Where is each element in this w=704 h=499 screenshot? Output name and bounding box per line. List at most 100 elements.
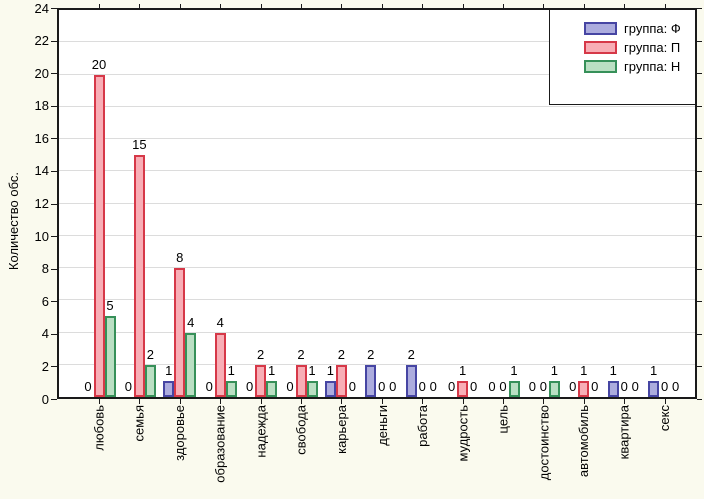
bar[interactable] bbox=[163, 380, 175, 397]
x-tick-label-text: квартира bbox=[616, 405, 632, 460]
y-tick-mark bbox=[697, 170, 702, 172]
x-tick-mark bbox=[664, 399, 666, 404]
legend-item[interactable]: группа: Н bbox=[584, 57, 695, 76]
legend-item[interactable]: группа: П bbox=[584, 38, 695, 57]
bar-value-label: 1 bbox=[267, 362, 276, 378]
bar-value-label: 1 bbox=[165, 362, 173, 378]
bar[interactable] bbox=[306, 380, 318, 397]
x-tick-mark bbox=[422, 4, 424, 8]
bar[interactable] bbox=[104, 316, 116, 397]
bar[interactable] bbox=[133, 155, 145, 397]
bar[interactable] bbox=[335, 364, 347, 397]
bar[interactable] bbox=[457, 380, 469, 397]
bar[interactable] bbox=[255, 364, 267, 397]
bar-value-label: 0 bbox=[499, 379, 507, 394]
bar[interactable] bbox=[607, 380, 619, 397]
bar[interactable] bbox=[93, 74, 105, 397]
y-tick-label: 18 bbox=[34, 98, 49, 114]
x-tick-label-text: образование bbox=[212, 405, 228, 483]
bar-value-label: 0 bbox=[528, 379, 536, 394]
y-tick-mark bbox=[697, 301, 702, 303]
bar-value-label: 15 bbox=[132, 137, 147, 153]
y-axis-title-text: Количество обс. bbox=[6, 172, 21, 271]
bar-value-label: 1 bbox=[227, 362, 235, 378]
x-tick-mark bbox=[139, 399, 141, 404]
bar-value-label: 0 bbox=[539, 379, 547, 394]
bar-value-label: 8 bbox=[176, 250, 184, 265]
gridline bbox=[59, 105, 695, 107]
bar[interactable] bbox=[365, 364, 377, 397]
bar-value-label: 5 bbox=[106, 298, 114, 314]
y-tick-label: 14 bbox=[34, 163, 49, 179]
bar-value-label: 0 bbox=[671, 379, 680, 394]
x-tick-mark bbox=[503, 399, 504, 404]
bar-value-label: 0 bbox=[124, 379, 132, 394]
bar[interactable] bbox=[144, 364, 156, 397]
bar-value-label: 0 bbox=[418, 379, 426, 394]
x-tick-mark bbox=[503, 4, 504, 8]
y-tick-mark bbox=[697, 105, 702, 107]
y-tick-mark bbox=[697, 236, 702, 238]
x-tick-mark bbox=[220, 4, 222, 8]
gridline bbox=[59, 363, 695, 365]
bar-value-label: 0 bbox=[469, 379, 478, 394]
bar-value-label: 0 bbox=[378, 379, 386, 394]
x-tick-label-text: карьера bbox=[333, 405, 349, 454]
x-tick-mark bbox=[260, 4, 262, 8]
y-tick-mark bbox=[697, 399, 702, 400]
x-tick-label-text: мудрость bbox=[455, 405, 471, 462]
bar-value-label: 0 bbox=[447, 379, 456, 394]
legend-item[interactable]: группа: Ф bbox=[584, 19, 695, 38]
x-tick-label-text: достоинство bbox=[535, 405, 551, 481]
y-tick-mark bbox=[51, 138, 57, 140]
legend-swatch bbox=[584, 22, 617, 35]
gridline bbox=[59, 170, 695, 172]
x-tick-mark bbox=[543, 399, 545, 404]
bar[interactable] bbox=[174, 268, 186, 397]
bar[interactable] bbox=[548, 380, 560, 397]
x-tick-mark bbox=[139, 4, 141, 8]
x-tick-mark bbox=[341, 399, 343, 404]
bar-value-label: 1 bbox=[550, 362, 558, 378]
bar[interactable] bbox=[324, 380, 336, 397]
y-tick-label: 6 bbox=[41, 293, 49, 309]
y-tick-label: 20 bbox=[34, 65, 49, 81]
bar-value-label: 0 bbox=[205, 379, 213, 394]
x-tick-mark bbox=[341, 4, 343, 8]
x-tick-mark bbox=[462, 4, 464, 8]
x-tick-mark bbox=[301, 399, 302, 404]
legend-label: группа: Н bbox=[624, 59, 681, 74]
y-tick-mark bbox=[51, 170, 57, 172]
gridline bbox=[59, 267, 695, 268]
bar-value-label: 0 bbox=[488, 379, 496, 394]
bar[interactable] bbox=[578, 380, 590, 397]
bar-value-label: 0 bbox=[348, 379, 356, 394]
x-tick-label-text: здоровье bbox=[172, 405, 188, 461]
bar[interactable] bbox=[225, 380, 237, 397]
legend: группа: Ф группа: П группа: Н bbox=[549, 9, 696, 105]
bar[interactable] bbox=[648, 380, 660, 397]
bar[interactable] bbox=[266, 380, 278, 397]
x-tick-mark bbox=[220, 399, 222, 404]
bar-value-label: 4 bbox=[187, 314, 195, 330]
x-tick-mark bbox=[179, 4, 181, 8]
bar[interactable] bbox=[185, 332, 197, 397]
y-tick-label: 8 bbox=[41, 261, 49, 277]
bar[interactable] bbox=[508, 380, 520, 397]
bar-value-label: 1 bbox=[649, 362, 658, 378]
bar[interactable] bbox=[214, 332, 226, 397]
x-tick-mark bbox=[381, 4, 383, 8]
x-tick-label-text: деньги bbox=[374, 405, 390, 446]
bar-value-label: 0 bbox=[620, 379, 628, 394]
x-tick-mark bbox=[543, 4, 545, 8]
y-tick-mark bbox=[51, 399, 57, 400]
bar-value-label: 2 bbox=[297, 346, 305, 362]
y-tick-mark bbox=[697, 203, 702, 205]
x-tick-mark bbox=[583, 4, 585, 8]
bar[interactable] bbox=[295, 364, 307, 397]
y-tick-mark bbox=[697, 366, 702, 368]
gridline bbox=[59, 41, 695, 43]
bar[interactable] bbox=[405, 364, 417, 397]
y-tick-label: 4 bbox=[41, 326, 49, 342]
bar-value-label: 0 bbox=[591, 379, 599, 394]
